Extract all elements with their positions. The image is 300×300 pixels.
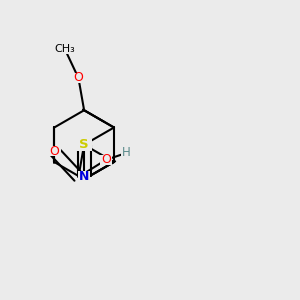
FancyBboxPatch shape (100, 154, 112, 165)
FancyBboxPatch shape (122, 148, 132, 158)
FancyBboxPatch shape (76, 139, 92, 151)
Text: S: S (79, 138, 89, 151)
FancyBboxPatch shape (72, 73, 85, 83)
Text: O: O (101, 153, 111, 166)
FancyBboxPatch shape (56, 44, 74, 54)
Text: H: H (122, 146, 131, 159)
Text: O: O (49, 145, 59, 158)
Text: N: N (79, 170, 89, 183)
FancyBboxPatch shape (78, 171, 90, 182)
FancyBboxPatch shape (48, 146, 61, 156)
Text: CH₃: CH₃ (54, 44, 75, 54)
Text: O: O (74, 71, 83, 85)
